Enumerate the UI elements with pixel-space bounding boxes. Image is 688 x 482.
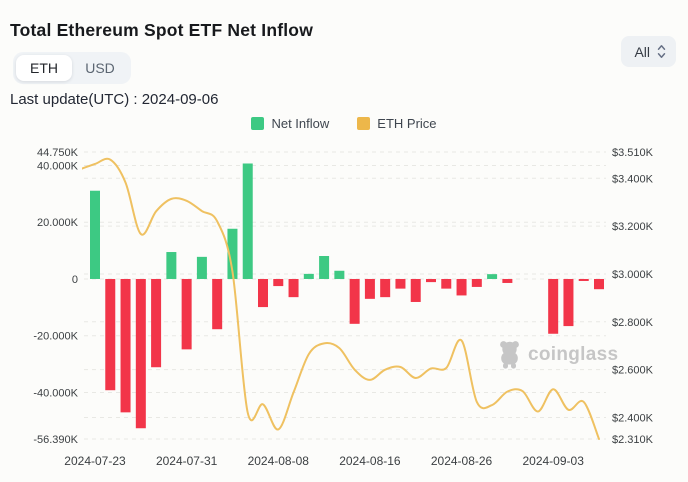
svg-text:40.000K: 40.000K [37,160,79,172]
legend-label: ETH Price [377,116,437,131]
svg-text:$2.310K: $2.310K [612,434,654,446]
time-range-select[interactable]: All [621,36,676,67]
eth-price-swatch [357,117,371,130]
legend-item-eth-price[interactable]: ETH Price [357,116,437,131]
time-range-value: All [634,43,650,60]
svg-text:-20.000K: -20.000K [33,331,78,343]
svg-text:44.750K: 44.750K [37,147,79,159]
svg-text:$2.600K: $2.600K [612,365,654,377]
unit-toggle: ETH USD [13,52,131,84]
legend-label: Net Inflow [271,116,330,131]
page-title: Total Ethereum Spot ETF Net Inflow [10,20,314,40]
svg-text:$3.200K: $3.200K [612,221,654,233]
svg-text:2024-08-26: 2024-08-26 [431,454,493,468]
svg-text:20.000K: 20.000K [37,217,79,229]
coinglass-logo-icon [497,340,522,369]
svg-text:$3.510K: $3.510K [612,147,654,159]
svg-text:$2.400K: $2.400K [612,412,654,424]
svg-text:2024-08-08: 2024-08-08 [248,454,310,468]
svg-text:$3.400K: $3.400K [612,173,654,185]
svg-text:-40.000K: -40.000K [33,387,78,399]
net-inflow-swatch [251,117,265,130]
svg-text:2024-07-23: 2024-07-23 [64,454,126,468]
watermark-text: coinglass [528,343,619,365]
coinglass-watermark: coinglass [497,340,618,369]
svg-text:-56.390K: -56.390K [33,434,78,446]
chart-legend: Net Inflow ETH Price [0,116,688,131]
toggle-eth[interactable]: ETH [16,55,72,81]
last-update-text: Last update(UTC) : 2024-09-06 [10,91,219,108]
updown-chevron-icon [657,44,666,59]
toggle-usd[interactable]: USD [85,60,115,76]
svg-text:2024-09-03: 2024-09-03 [522,454,584,468]
svg-text:2024-08-16: 2024-08-16 [339,454,401,468]
legend-item-net-inflow[interactable]: Net Inflow [251,116,329,131]
svg-text:0: 0 [72,274,78,286]
svg-text:$3.000K: $3.000K [612,269,654,281]
svg-text:2024-07-31: 2024-07-31 [156,454,218,468]
svg-text:$2.800K: $2.800K [612,317,654,329]
